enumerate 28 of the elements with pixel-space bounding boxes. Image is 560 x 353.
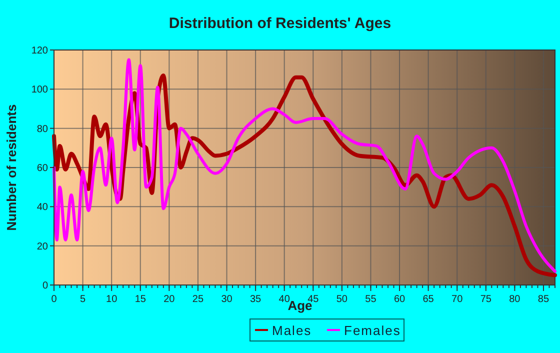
legend-label: Females xyxy=(344,323,401,338)
x-tick-label: 40 xyxy=(278,294,290,305)
x-tick-label: 25 xyxy=(192,294,204,305)
x-tick-label: 0 xyxy=(51,294,58,305)
x-tick-label: 55 xyxy=(365,294,377,305)
x-tick-label: 35 xyxy=(250,294,262,305)
y-tick-label: 40 xyxy=(36,202,48,214)
x-tick-label: 10 xyxy=(106,294,118,305)
x-tick-label: 80 xyxy=(509,294,521,305)
x-tick-label: 65 xyxy=(422,294,434,305)
y-tick-label: 0 xyxy=(42,280,48,292)
y-tick-label: 120 xyxy=(31,46,48,56)
x-tick-label: 50 xyxy=(336,294,348,305)
y-tick-label: 60 xyxy=(36,163,48,174)
x-tick-label: 70 xyxy=(452,294,464,305)
x-tick-label: 30 xyxy=(221,294,233,305)
x-tick-label: 15 xyxy=(134,294,146,305)
y-tick-label: 20 xyxy=(36,241,48,252)
x-tick-label: 20 xyxy=(164,294,176,305)
y-tick-label: 80 xyxy=(36,124,48,135)
y-axis-title: Number of residents xyxy=(4,104,19,231)
x-tick-label: 5 xyxy=(80,294,86,305)
x-tick-label: 85 xyxy=(538,294,550,305)
chart-title: Distribution of Residents' Ages xyxy=(168,15,392,32)
legend-label: Males xyxy=(272,323,312,338)
x-tick-label: 75 xyxy=(480,294,492,305)
y-tick-label: 100 xyxy=(31,84,48,96)
x-tick-label: 60 xyxy=(394,294,406,305)
